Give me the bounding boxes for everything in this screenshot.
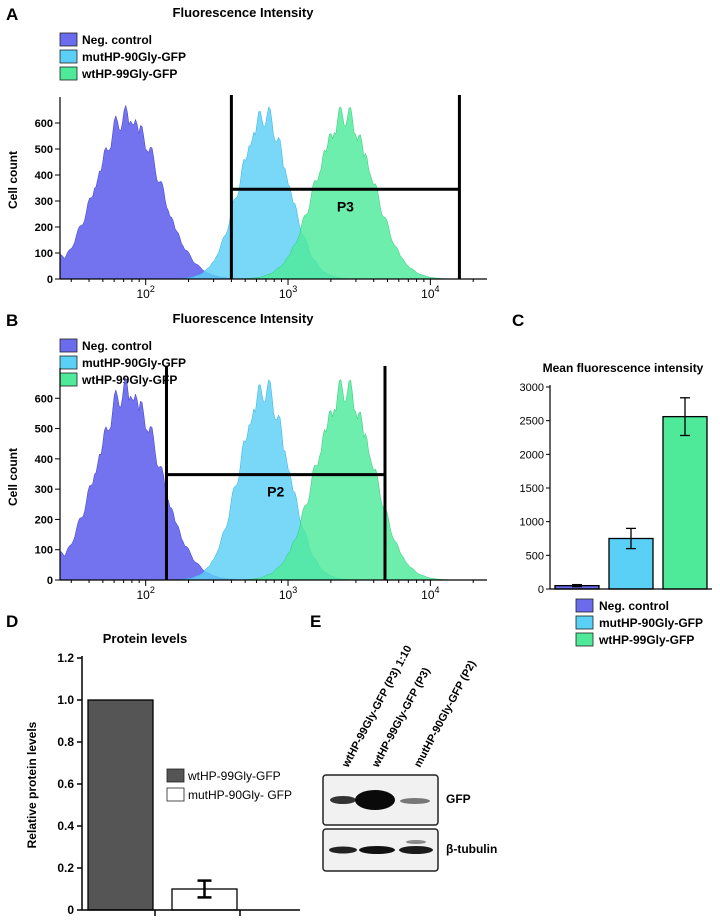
y-tick-label: 1.0 — [57, 693, 74, 707]
x-tick-label: 104 — [421, 284, 439, 301]
panel-d-ylabel: Relative protein levels — [25, 721, 39, 848]
panel-a-letter: A — [6, 5, 18, 24]
blot-band — [330, 796, 356, 804]
legend-swatch-mut — [59, 49, 78, 64]
panel-c: C Mean fluorescence intensity 0 500 1000 15… — [512, 311, 712, 647]
panel-d: D Protein levels Relative protein levels… — [6, 612, 300, 917]
legend-label-wt: wtHP-99Gly-GFP — [81, 373, 177, 387]
legend-swatch-neg — [59, 32, 78, 47]
y-tick-label: 0 — [47, 274, 53, 286]
blot-band — [355, 790, 395, 810]
legend-swatch-neg — [575, 598, 594, 613]
y-tick-label: 300 — [35, 196, 53, 208]
legend-label-mut: mutHP-90Gly-GFP — [82, 50, 186, 64]
y-tick-label: 400 — [35, 454, 53, 466]
legend-swatch-neg — [59, 338, 78, 353]
legend-label-neg: Neg. control — [599, 599, 669, 613]
blot-label-tubulin: β-tubulin — [446, 842, 497, 856]
y-tick-label: 0 — [47, 575, 53, 587]
panel-a-plot: 0 100 200 300 400 500 600 102 103 104 P3 — [35, 95, 487, 301]
y-tick-label: 300 — [35, 484, 53, 496]
panel-a-ylabel: Cell count — [6, 151, 20, 209]
y-tick-label: 1.2 — [57, 651, 74, 665]
panel-b-title: Fluorescence Intensity — [173, 311, 315, 326]
panel-b-legend: Neg. control mutHP-90Gly-GFP wtHP-99Gly-… — [59, 338, 186, 387]
blot-band — [406, 840, 426, 844]
legend-swatch-mut — [575, 615, 594, 630]
x-tick-label: 103 — [279, 284, 297, 301]
y-tick-label: 0 — [538, 584, 544, 596]
y-tick-label: 0 — [67, 903, 74, 917]
y-tick-label: 100 — [35, 545, 53, 557]
legend-label-mut: mutHP-90Gly- GFP — [188, 788, 292, 802]
y-tick-label: 400 — [35, 170, 53, 182]
y-tick-label: 2500 — [520, 416, 544, 428]
y-tick-label: 100 — [35, 248, 53, 260]
y-tick-label: 500 — [526, 550, 544, 562]
legend-swatch-wt — [166, 768, 185, 783]
y-tick-label: 600 — [35, 118, 53, 130]
legend-label-neg: Neg. control — [82, 339, 152, 353]
panel-c-plot: 0 500 1000 1500 2000 2500 3000 — [520, 382, 712, 596]
panel-b: B Fluorescence Intensity Neg. control mu… — [6, 311, 487, 602]
y-tick-label: 200 — [35, 222, 53, 234]
blot-band — [359, 846, 395, 854]
gate-label: P2 — [267, 484, 284, 500]
y-tick-label: 1500 — [520, 483, 544, 495]
panel-d-title: Protein levels — [103, 631, 188, 646]
x-tick-label: 102 — [137, 284, 155, 301]
legend-swatch-mut — [166, 787, 185, 802]
blot-band — [329, 846, 357, 854]
legend-label-mut: mutHP-90Gly-GFP — [599, 616, 703, 630]
legend-label-wt: wtHP-99Gly-GFP — [81, 67, 177, 81]
bar-wthp-99gly-gfp — [662, 415, 708, 590]
panel-e-letter: E — [310, 612, 321, 631]
y-tick-label: 0.6 — [57, 777, 74, 791]
panel-e: E wtHP-99Gly-GFP (P3) 1:10 wtHP-99Gly-GF… — [310, 612, 497, 872]
y-tick-label: 200 — [35, 514, 53, 526]
y-tick-label: 600 — [35, 393, 53, 405]
blot-tubulin — [322, 828, 439, 872]
y-tick-label: 500 — [35, 144, 53, 156]
x-tick-label: 103 — [279, 585, 297, 602]
panel-c-title: Mean fluorescence intensity — [543, 361, 704, 375]
gate-label: P3 — [337, 198, 354, 214]
panel-b-ylabel: Cell count — [6, 448, 20, 506]
y-tick-label: 2000 — [520, 449, 544, 461]
y-tick-label: 0.4 — [57, 819, 74, 833]
y-tick-label: 3000 — [520, 382, 544, 394]
panel-b-plot: 0 100 200 300 400 500 600 102 103 104 P2 — [35, 366, 487, 602]
legend-label-neg: Neg. control — [82, 33, 152, 47]
blot-band — [400, 798, 430, 804]
bar-wthp-99gly-gfp — [87, 699, 154, 911]
x-tick-label: 102 — [137, 585, 155, 602]
legend-swatch-wt — [59, 372, 78, 387]
panel-d-legend: wtHP-99Gly-GFP mutHP-90Gly- GFP — [166, 768, 292, 802]
legend-swatch-mut — [59, 355, 78, 370]
legend-swatch-wt — [575, 632, 594, 647]
panel-a-title: Fluorescence Intensity — [173, 5, 315, 20]
blot-gfp — [322, 774, 439, 826]
panel-a: A Fluorescence Intensity Neg. control mu… — [6, 5, 487, 301]
y-tick-label: 0.2 — [57, 861, 74, 875]
legend-label-wt: wtHP-99Gly-GFP — [187, 769, 281, 783]
panel-a-legend: Neg. control mutHP-90Gly-GFP wtHP-99Gly-… — [59, 32, 186, 81]
x-tick-label: 104 — [421, 585, 439, 602]
y-tick-label: 1000 — [520, 517, 544, 529]
panel-c-legend: Neg. control mutHP-90Gly-GFP wtHP-99Gly-… — [575, 598, 703, 647]
legend-label-mut: mutHP-90Gly-GFP — [82, 356, 186, 370]
panel-b-letter: B — [6, 311, 18, 330]
panel-d-letter: D — [6, 612, 18, 631]
blot-band — [399, 846, 433, 854]
panel-d-plot: 0 0.2 0.4 0.6 0.8 1.0 1.2 — [57, 651, 300, 917]
y-tick-label: 500 — [35, 424, 53, 436]
legend-swatch-wt — [59, 66, 78, 81]
blot-label-gfp: GFP — [446, 792, 471, 806]
y-tick-label: 0.8 — [57, 735, 74, 749]
panel-c-letter: C — [512, 311, 524, 330]
legend-label-wt: wtHP-99Gly-GFP — [598, 633, 694, 647]
